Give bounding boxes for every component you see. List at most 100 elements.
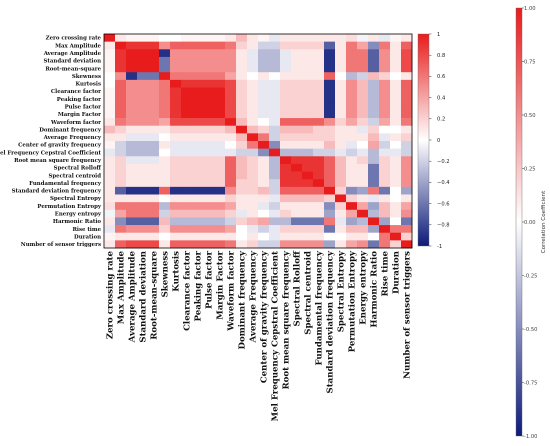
heatmap-cell [335,240,347,249]
heatmap-cell [401,156,413,165]
column-label: Standard deviation frequency [326,250,336,394]
heatmap-cell [258,225,270,234]
heatmap-cell [192,225,204,234]
heatmap-cell [258,49,270,58]
heatmap-cell [280,232,292,241]
heatmap-cell [313,156,325,165]
heatmap-cell [401,225,413,234]
heatmap-cell [214,186,226,195]
heatmap-cell [203,141,215,149]
heatmap-cell [159,118,171,127]
heatmap-cell [236,240,248,249]
row-label: Mel Frequency Cepstral Coefficient [0,150,102,156]
heatmap-cell [401,171,413,180]
heatmap-cell [225,34,237,42]
heatmap-cell [159,225,171,234]
heatmap-cell [368,133,380,142]
heatmap-cell [148,34,160,42]
heatmap-cell [104,56,116,65]
heatmap-cell [368,225,380,234]
heatmap-cell [115,194,127,203]
heatmap-cell [335,87,347,96]
heatmap-cell [379,141,391,149]
heatmap-cell [324,179,336,188]
row-label: Skewness [72,74,101,80]
heatmap-cell [302,102,314,111]
row-label: Clearance factor [51,89,101,95]
heatmap-cell [170,186,182,195]
heatmap-cell [258,232,270,241]
heatmap-cell [115,179,127,188]
heatmap-cell [225,118,237,127]
heatmap-cell [368,118,380,127]
heatmap-cell [269,202,281,211]
heatmap-cell [170,148,182,157]
heatmap-cell [390,163,402,172]
heatmap-cell [115,225,127,234]
heatmap-cell [104,102,116,111]
heatmap-cell [148,79,160,88]
heatmap-cell [104,41,116,50]
heatmap-cell [357,102,369,111]
colorbar-tick-label: 0.2 [437,117,445,123]
heatmap-cell [390,34,402,42]
heatmap-cell [346,79,358,88]
heatmap-cell [126,179,138,188]
heatmap-cell [104,179,116,188]
heatmap-cell [225,202,237,211]
heatmap-cell [247,41,259,50]
heatmap-cell [335,125,347,134]
heatmap-cell [247,125,259,134]
heatmap-cell [258,72,270,81]
heatmap-cell [313,102,325,111]
heatmap-cell [170,87,182,96]
heatmap-cell [313,186,325,195]
heatmap-cell [247,87,259,96]
heatmap-cell [401,202,413,211]
heatmap-cell [346,64,358,73]
heatmap-cell [126,156,138,165]
heatmap-cell [104,72,116,81]
heatmap-cell [203,148,215,157]
heatmap-cell [137,225,149,234]
column-label: Skewness [161,251,171,298]
heatmap-cell [148,41,160,50]
heatmap-cell [247,141,259,149]
heatmap-cell [346,125,358,134]
heatmap-cell [390,87,402,96]
column-label: Waveform factor [227,251,237,332]
heatmap-cell [225,56,237,65]
heatmap-cell [368,79,380,88]
heatmap-cell [313,87,325,96]
heatmap-cell [280,34,292,42]
heatmap-cell [280,41,292,50]
heatmap-cell [269,102,281,111]
heatmap-cell [126,34,138,42]
heatmap-cell [159,56,171,65]
heatmap-cell [357,125,369,134]
heatmap-cell [390,79,402,88]
column-label: Fundamental frequency [315,250,325,366]
column-label: Harmonic Ratio [370,251,380,328]
heatmap-cell [214,194,226,203]
heatmap-cell [401,125,413,134]
heatmap-cell [126,49,138,58]
heatmap-cell [181,95,193,104]
heatmap-cell [401,72,413,81]
heatmap-cell [302,72,314,81]
heatmap-cell [192,110,204,119]
heatmap-cell [379,87,391,96]
heatmap-cell [115,141,127,149]
heatmap-cell [302,148,314,157]
heatmap-cell [401,102,413,111]
heatmap-cell [170,179,182,188]
heatmap-cell [258,64,270,73]
heatmap-cell [247,186,259,195]
heatmap-cell [269,217,281,226]
heatmap-cell [335,34,347,42]
heatmap-cell [324,34,336,42]
heatmap-cell [181,125,193,134]
heatmap-cell [214,87,226,96]
heatmap-cell [280,56,292,65]
heatmap-cell [269,179,281,188]
